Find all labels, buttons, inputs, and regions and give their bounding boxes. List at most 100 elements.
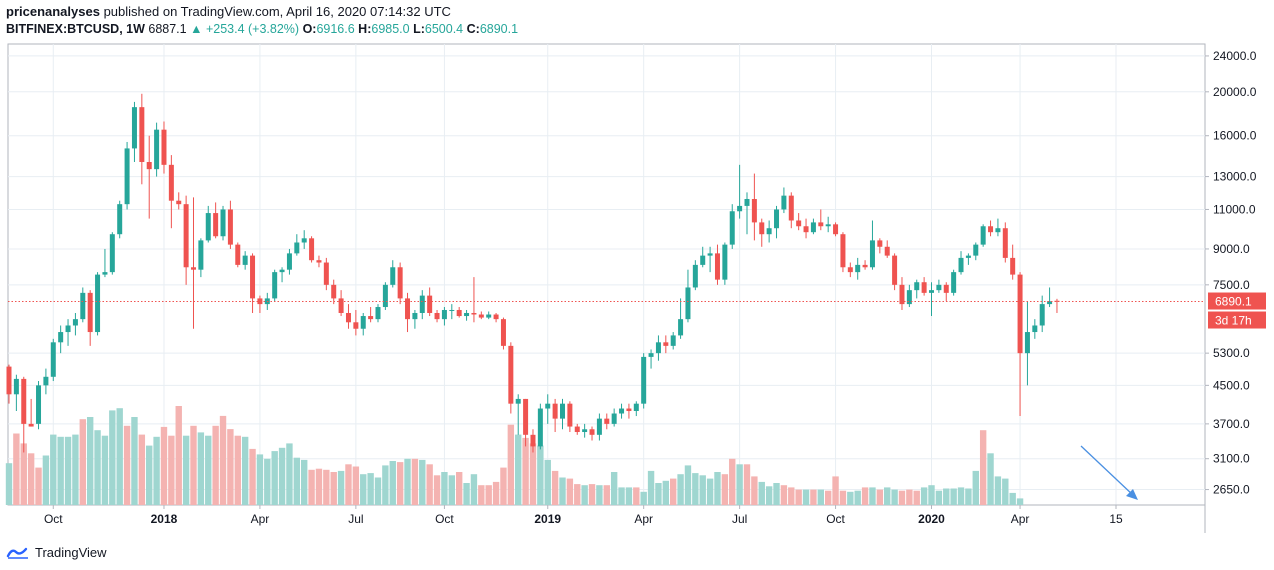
- candle-body: [220, 209, 226, 237]
- candle-body: [722, 244, 728, 280]
- price-tick-label: 7500.0: [1213, 278, 1250, 292]
- volume-bar: [743, 464, 751, 505]
- candle-body: [840, 234, 846, 268]
- tradingview-footer[interactable]: TradingView: [6, 542, 107, 562]
- volume-bar: [249, 448, 256, 505]
- candle-body: [65, 325, 71, 333]
- symbol-legend: BITFINEX:BTCUSD, 1W 6887.1 ▲ +253.4 (+3.…: [6, 21, 518, 37]
- candle-body: [1032, 325, 1038, 333]
- candle-body: [980, 226, 986, 245]
- candle-body: [441, 309, 447, 320]
- time-tick-label: 2018: [151, 512, 178, 526]
- candle-body: [774, 209, 780, 229]
- volume-bar: [315, 468, 323, 505]
- candle-body: [227, 209, 233, 245]
- candle-body: [818, 222, 824, 227]
- candle-body: [663, 342, 669, 346]
- candle-body: [729, 211, 735, 245]
- time-tick-label: Apr: [634, 512, 653, 526]
- candle-body: [744, 199, 750, 206]
- candle-body: [331, 284, 337, 299]
- volume-bar: [751, 476, 758, 505]
- volume-bar: [670, 478, 677, 505]
- volume-bar: [633, 487, 640, 505]
- candle-body: [419, 295, 425, 313]
- price-tick-label: 9000.0: [1213, 242, 1250, 256]
- volume-bar: [824, 490, 832, 505]
- volume-bar: [847, 491, 854, 505]
- candle-body: [965, 255, 971, 258]
- volume-bar: [278, 447, 286, 505]
- candle-body: [368, 316, 374, 320]
- candle-body: [869, 240, 875, 268]
- price-tick-label: 2650.0: [1213, 483, 1250, 497]
- volume-bar: [426, 464, 433, 505]
- volume-bar: [478, 485, 485, 505]
- candle-body: [892, 255, 898, 285]
- candle-body: [176, 200, 182, 205]
- volume-bar: [647, 470, 655, 505]
- tradingview-logo-icon: [6, 547, 28, 559]
- price-tick-label: 3700.0: [1213, 417, 1250, 431]
- candle-body: [781, 195, 787, 210]
- volume-bar: [817, 489, 824, 505]
- candle-body: [921, 282, 927, 293]
- volume-bar: [596, 485, 603, 505]
- low-label: L:: [413, 22, 425, 36]
- candle-body: [316, 260, 322, 263]
- volume-bar: [197, 432, 205, 505]
- volume-bar: [876, 489, 884, 505]
- volume-bar: [79, 419, 86, 505]
- candle-body: [633, 403, 639, 412]
- candle-body: [604, 418, 610, 424]
- candle-body: [936, 284, 942, 291]
- time-tick-label: Oct: [435, 512, 454, 526]
- candle-body: [382, 284, 388, 308]
- volume-bar: [293, 457, 301, 505]
- volume-bar: [109, 410, 116, 505]
- candle-body: [338, 298, 344, 313]
- candle-body: [670, 335, 676, 346]
- author-name[interactable]: pricenanalyses: [6, 4, 100, 19]
- candle-body: [486, 314, 492, 318]
- candle-body: [1017, 274, 1023, 354]
- candle-body: [58, 332, 64, 343]
- candle-body: [759, 222, 765, 235]
- volume-bar: [1016, 498, 1024, 505]
- volume-bar: [677, 474, 684, 505]
- candle-body: [72, 319, 78, 326]
- volume-bar: [906, 489, 913, 505]
- volume-bar: [574, 484, 581, 505]
- candle-body: [973, 244, 979, 256]
- volume-bar: [965, 488, 972, 505]
- volume-bar: [736, 464, 743, 505]
- volume-bar: [1009, 492, 1016, 505]
- volume-bar: [507, 424, 515, 505]
- volume-bar: [729, 458, 736, 505]
- volume-bar: [773, 483, 780, 505]
- volume-bar: [433, 475, 441, 505]
- volume-bar: [441, 472, 448, 505]
- volume-bar: [913, 490, 920, 505]
- price-chart[interactable]: 24000.0 20000.0 16000.0 13000.0 11000.0 9000.…: [0, 0, 1274, 540]
- candle-body: [235, 244, 241, 265]
- candle-body: [929, 290, 934, 293]
- countdown-label: 3d 17h: [1215, 314, 1252, 328]
- volume-bar: [337, 470, 345, 505]
- candle-body: [161, 129, 167, 165]
- volume-bar: [264, 458, 271, 505]
- close-label: C:: [466, 22, 480, 36]
- candle-body: [36, 385, 42, 424]
- volume-bar: [404, 458, 411, 505]
- time-tick-label: Oct: [826, 512, 845, 526]
- candle-body: [1047, 301, 1053, 305]
- volume-bar: [35, 467, 42, 505]
- volume-bar: [500, 467, 507, 505]
- volume-bar: [455, 472, 463, 505]
- candle-body: [692, 264, 698, 288]
- candle-body: [626, 408, 632, 412]
- volume-bar: [721, 474, 729, 505]
- volume-bar: [123, 425, 131, 505]
- candle-body: [508, 345, 514, 404]
- candle-body: [87, 292, 93, 333]
